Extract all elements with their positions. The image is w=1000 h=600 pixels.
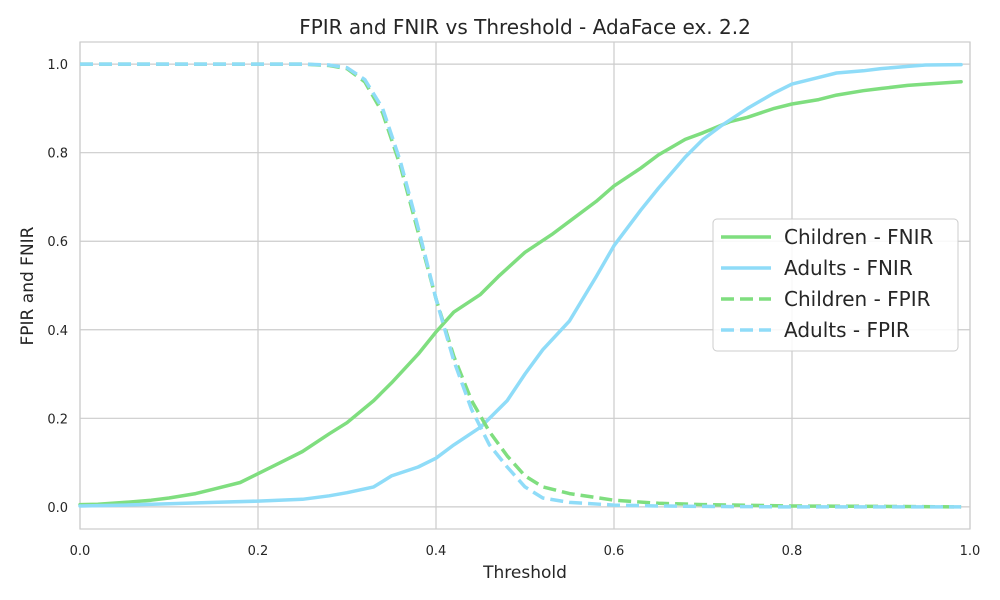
legend-box	[712, 218, 959, 352]
legend-label: Children - FPIR	[784, 287, 931, 311]
series-line-1	[78, 62, 963, 508]
x-tick-label: 0.6	[604, 544, 625, 559]
x-axis-title: Threshold	[482, 563, 567, 583]
tick-labels: 0.0 0.2 0.4 0.6 0.8 1.0 0.0 0.2 0.4 0.6 0.8 1.0	[47, 58, 980, 559]
x-tick-label: 0.0	[70, 544, 91, 559]
x-tick-label: 1.0	[960, 544, 981, 559]
series-line-2	[80, 62, 962, 509]
series-line-0	[78, 80, 963, 507]
y-tick-label: 0.4	[47, 324, 68, 339]
legend-label: Adults - FNIR	[784, 256, 913, 280]
y-tick-label: 0.6	[47, 235, 68, 250]
x-tick-label: 0.8	[782, 544, 803, 559]
legend-label: Adults - FPIR	[784, 318, 910, 342]
x-tick-label: 0.2	[248, 544, 269, 559]
y-axis-title: FPIR and FNIR	[18, 226, 38, 345]
chart-title: FPIR and FNIR vs Threshold - AdaFace ex.…	[299, 15, 751, 39]
series-line-3	[80, 62, 962, 509]
legend: Children - FNIR Adults - FNIR Children - F…	[712, 218, 959, 352]
x-tick-label: 0.4	[426, 544, 447, 559]
y-tick-label: 0.2	[47, 412, 68, 427]
legend-label: Children - FNIR	[784, 225, 934, 249]
plot-frame	[79, 41, 971, 530]
series-lines	[78, 62, 963, 509]
y-tick-label: 0.8	[47, 147, 68, 162]
y-tick-label: 1.0	[47, 58, 68, 73]
y-tick-label: 0.0	[47, 501, 68, 516]
